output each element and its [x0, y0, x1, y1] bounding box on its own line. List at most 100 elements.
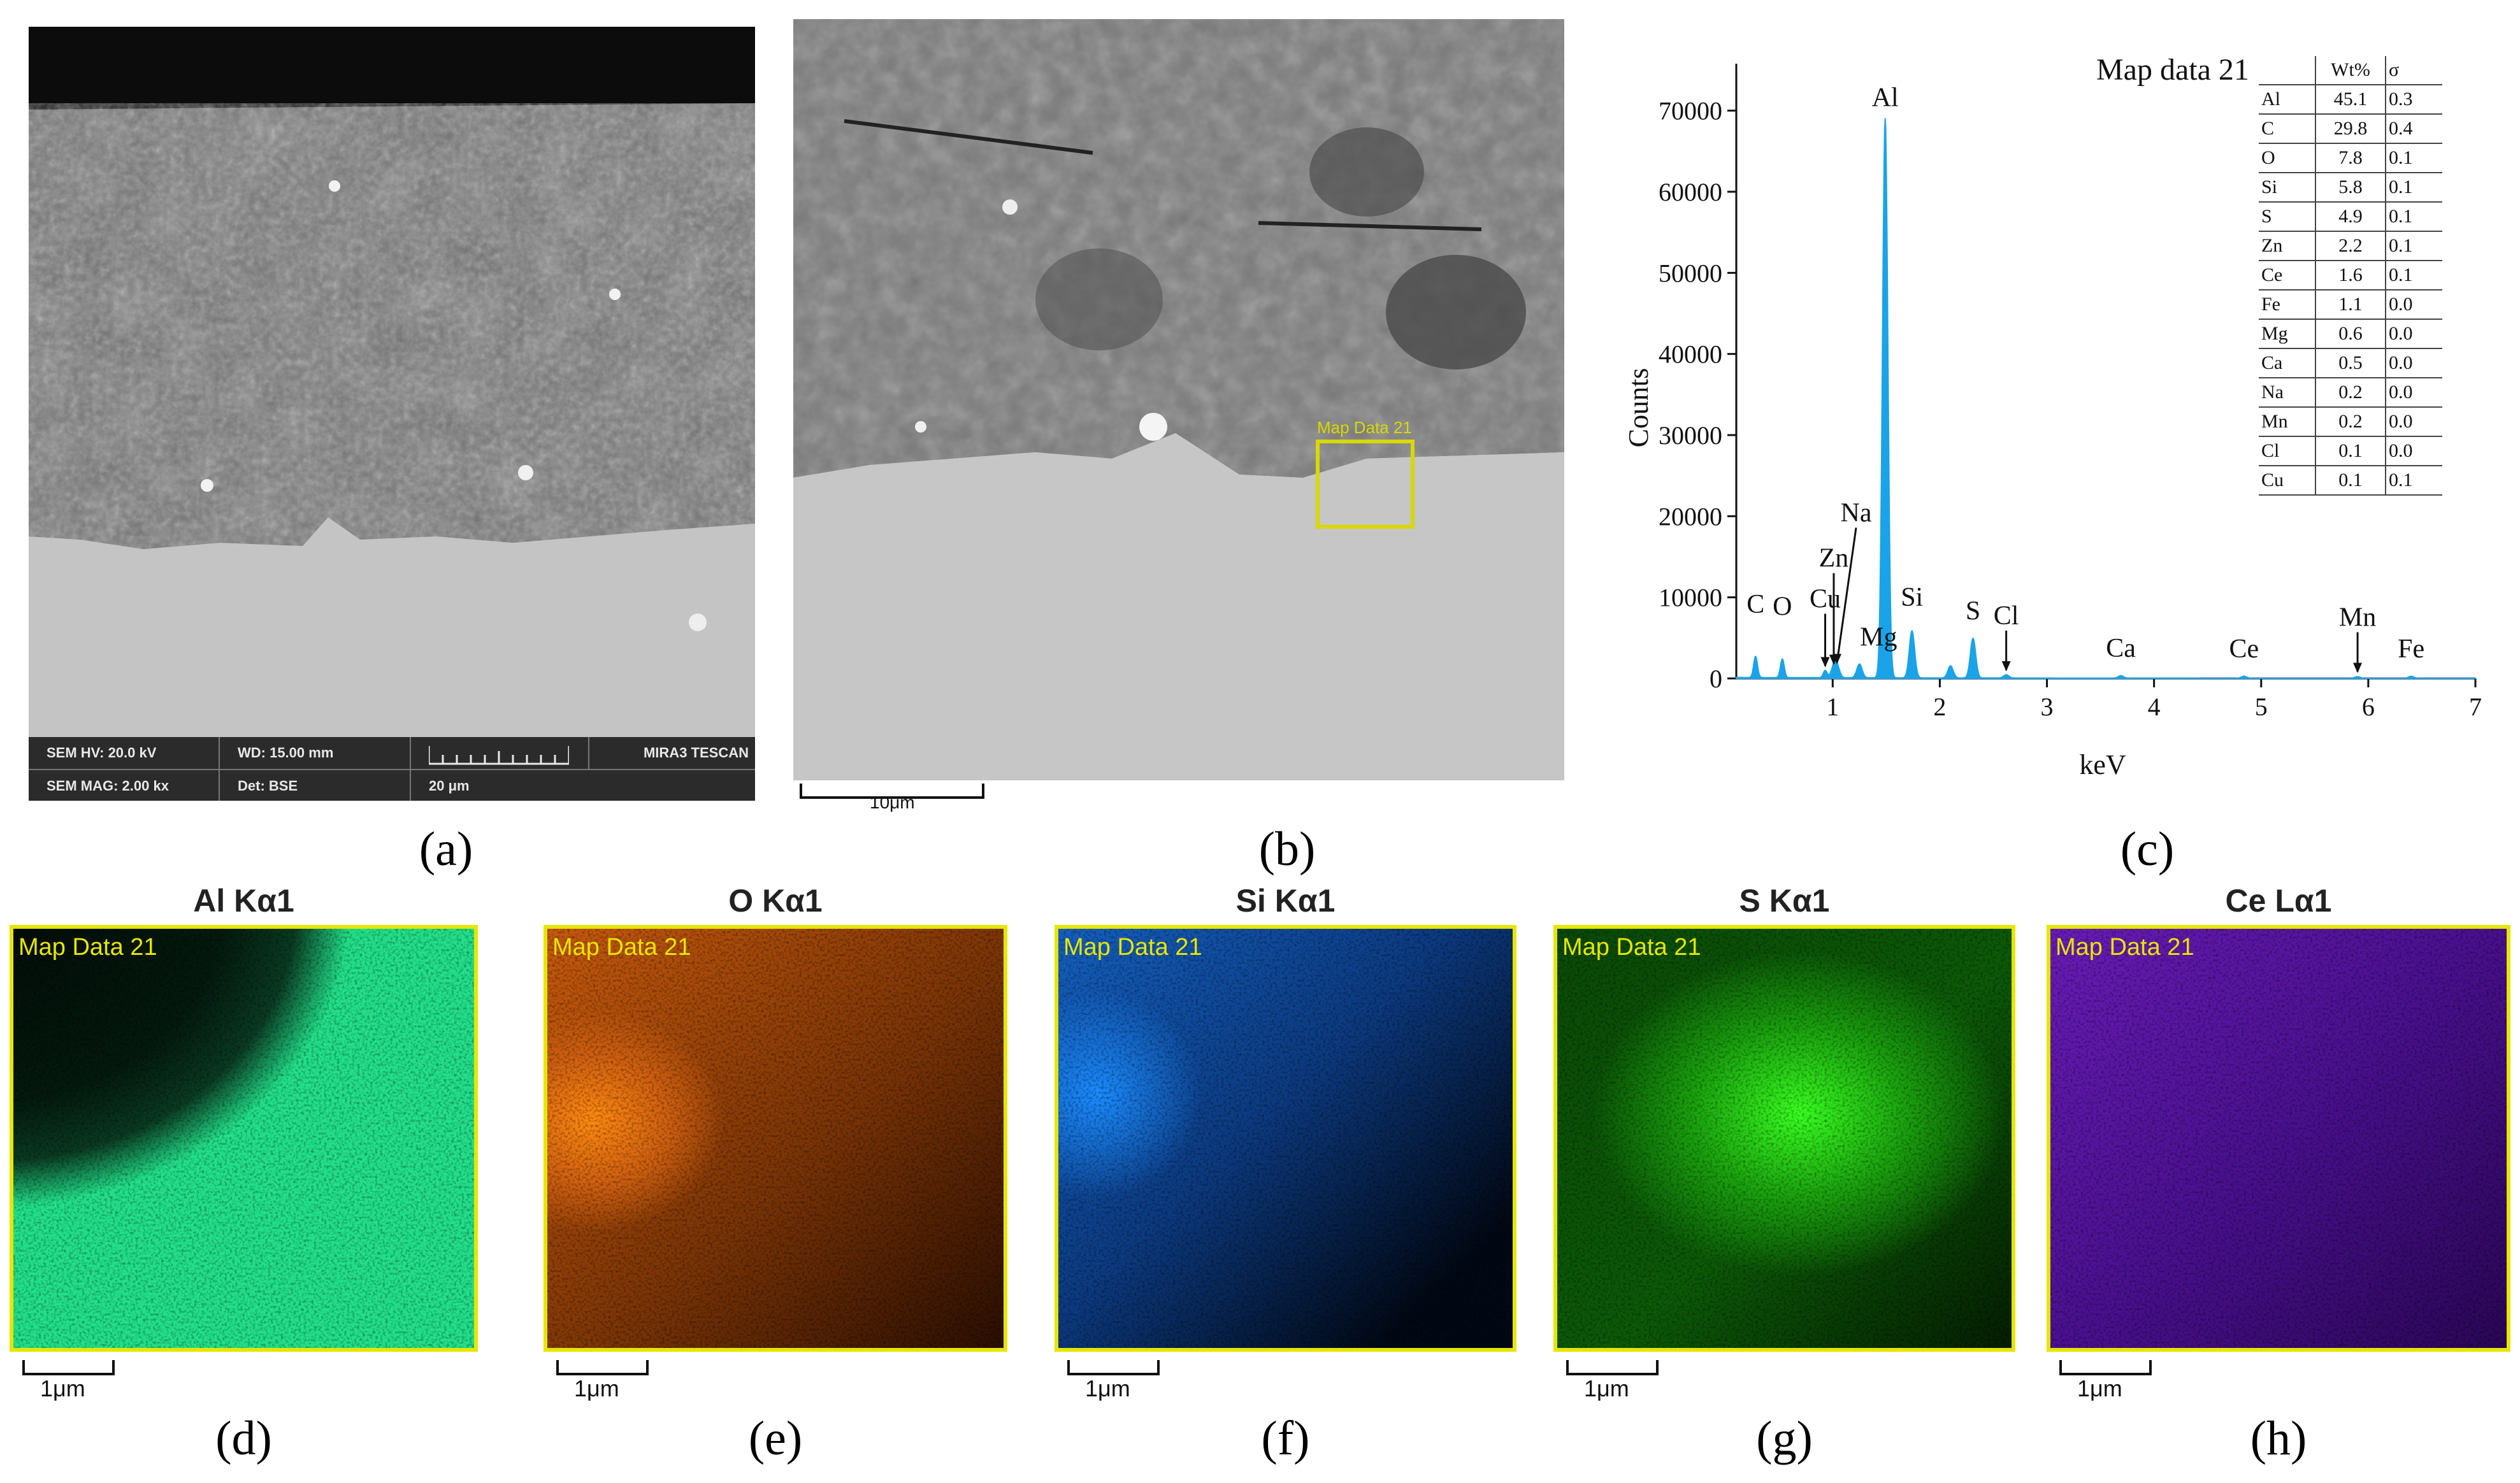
x-tick-label: 5	[2255, 692, 2268, 721]
table-cell-sigma: 0.1	[2385, 143, 2442, 173]
table-cell-wt: 0.2	[2315, 378, 2386, 408]
caption-map-1: (e)	[748, 1412, 803, 1465]
map-noise-texture	[13, 929, 474, 1348]
map-title-1: O Kα1	[728, 883, 823, 919]
table-cell-element: Mn	[2259, 407, 2315, 437]
map-noise-texture	[2050, 929, 2507, 1348]
element-map-4: Map Data 21	[2047, 925, 2510, 1352]
peak-label-ce: Ce	[2229, 634, 2259, 664]
table-row: Mg 0.6 0.0	[2259, 319, 2442, 349]
x-tick-label: 2	[1933, 692, 1946, 721]
panel-b: Map Data 21 10μm	[793, 19, 1564, 812]
peak-label-si: Si	[1901, 583, 1923, 612]
table-cell-wt: 45.1	[2315, 85, 2386, 115]
table-row: Cl 0.1 0.0	[2259, 436, 2442, 466]
y-tick-label: 0	[1710, 664, 1722, 693]
caption-map-0: (d)	[215, 1412, 272, 1465]
table-cell-sigma: 0.4	[2385, 114, 2442, 144]
table-cell-wt: 0.2	[2315, 407, 2386, 437]
table-row: Fe 1.1 0.0	[2259, 290, 2442, 320]
peak-arrowhead	[2001, 661, 2011, 671]
table-row: Si 5.8 0.1	[2259, 173, 2442, 203]
panel-c: Map data 21 Counts keV 1 2 3 4 5 6 7 0 10000 2000…	[1606, 25, 2510, 796]
table-cell-wt: 29.8	[2315, 114, 2386, 144]
sem-mag: SEM MAG: 2.00 kx	[29, 769, 220, 801]
peak-label-o: O	[1773, 592, 1792, 622]
x-tick-label: 7	[2469, 692, 2482, 721]
table-row: Al 45.1 0.3	[2259, 85, 2442, 115]
table-header-wt: Wt%	[2315, 56, 2386, 85]
table-cell-wt: 0.6	[2315, 319, 2386, 349]
peak-arrow	[1836, 527, 1857, 663]
y-tick-label: 60000	[1659, 178, 1722, 206]
spectrum-area	[1736, 118, 2476, 679]
map-region-box	[1316, 440, 1415, 529]
y-tick-label: 10000	[1659, 584, 1722, 612]
y-tick-label: 40000	[1659, 340, 1722, 369]
x-tick-label: 3	[2041, 692, 2054, 721]
table-cell-element: Al	[2259, 85, 2315, 115]
map-data-label: Map Data 21	[2056, 934, 2194, 961]
map-region-label: Map Data 21	[1317, 418, 1412, 437]
element-map-0: Map Data 21	[10, 925, 478, 1352]
peak-label-cl: Cl	[1994, 601, 2019, 631]
caption-map-4: (h)	[2250, 1412, 2307, 1465]
table-cell-sigma: 0.1	[2385, 173, 2442, 203]
table-cell-wt: 1.6	[2315, 261, 2386, 290]
table-cell-element: Cu	[2259, 466, 2315, 496]
table-row: Ce 1.6 0.1	[2259, 261, 2442, 290]
table-row: Mn 0.2 0.0	[2259, 407, 2442, 437]
sem-scale-ticks	[411, 737, 589, 769]
peak-label-fe: Fe	[2398, 634, 2424, 664]
table-cell-sigma: 0.0	[2385, 378, 2442, 408]
map-title-3: S Kα1	[1739, 883, 1830, 919]
sem-info-bar: SEM HV: 20.0 kV WD: 15.00 mm MIRA3 TESCA…	[29, 737, 755, 801]
sem-hv: SEM HV: 20.0 kV	[29, 737, 220, 769]
table-cell-wt: 0.1	[2315, 466, 2386, 496]
caption-c: (c)	[2120, 822, 2175, 876]
map-data-label: Map Data 21	[1562, 934, 1701, 961]
table-header-row: Wt% σ	[2259, 56, 2442, 85]
caption-map-2: (f)	[1261, 1412, 1310, 1465]
sem-image-a	[29, 27, 755, 801]
table-cell-wt: 1.1	[2315, 290, 2386, 320]
table-cell-element: Si	[2259, 173, 2315, 203]
table-cell-element: C	[2259, 114, 2315, 144]
y-axis-label: Counts	[1623, 368, 1654, 448]
map-title-0: Al Kα1	[193, 883, 294, 919]
table-cell-element: Ca	[2259, 348, 2315, 378]
y-tick-label: 50000	[1659, 259, 1722, 287]
element-map-2: Map Data 21	[1055, 925, 1516, 1352]
y-tick-label: 20000	[1659, 502, 1722, 531]
map-noise-texture	[1557, 929, 2012, 1348]
table-cell-sigma: 0.3	[2385, 85, 2442, 115]
table-cell-wt: 4.9	[2315, 202, 2386, 232]
map-data-label: Map Data 21	[18, 934, 157, 961]
sem-brand: MIRA3 TESCAN	[643, 745, 749, 761]
table-cell-sigma: 0.0	[2385, 407, 2442, 437]
composition-table: Wt% σ Al 45.1 0.3 C 29.8 0.4 O 7.8 0.1 Si 5.8 0.1 S 4…	[2259, 56, 2442, 496]
table-row: O 7.8 0.1	[2259, 143, 2442, 173]
caption-a: (a)	[419, 822, 473, 876]
map-title-4: Ce Lα1	[2225, 883, 2332, 919]
peak-label-al: Al	[1872, 83, 1899, 112]
caption-b: (b)	[1258, 822, 1316, 876]
table-cell-element: O	[2259, 143, 2315, 173]
table-cell-sigma: 0.0	[2385, 348, 2442, 378]
table-cell-wt: 0.1	[2315, 436, 2386, 466]
map-title-2: Si Kα1	[1235, 883, 1336, 919]
x-tick-label: 6	[2362, 692, 2375, 721]
element-map-3: Map Data 21	[1553, 925, 2015, 1352]
table-row: C 29.8 0.4	[2259, 114, 2442, 144]
peak-label-zn: Zn	[1819, 544, 1849, 573]
eds-spectrum-chart: Map data 21 Counts keV 1 2 3 4 5 6 7 0 10000 2000…	[1623, 53, 2482, 780]
sem-scale-label: 20 μm	[411, 769, 755, 801]
table-cell-element: Mg	[2259, 319, 2315, 349]
table-cell-sigma: 0.1	[2385, 202, 2442, 232]
table-header-sigma: σ	[2385, 56, 2442, 85]
peak-label-mg: Mg	[1860, 622, 1897, 652]
table-row: S 4.9 0.1	[2259, 202, 2442, 232]
element-map-1: Map Data 21	[544, 925, 1007, 1352]
peak-arrowhead	[1820, 657, 1830, 668]
peak-label-ca: Ca	[2106, 634, 2136, 663]
